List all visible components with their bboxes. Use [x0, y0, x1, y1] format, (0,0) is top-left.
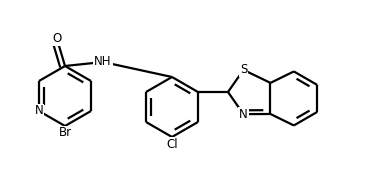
Text: S: S	[240, 63, 247, 76]
Text: Br: Br	[58, 126, 72, 139]
Text: Cl: Cl	[166, 138, 178, 150]
Text: NH: NH	[94, 56, 112, 68]
Text: O: O	[52, 33, 62, 46]
Text: N: N	[35, 105, 43, 118]
Text: N: N	[239, 108, 248, 121]
